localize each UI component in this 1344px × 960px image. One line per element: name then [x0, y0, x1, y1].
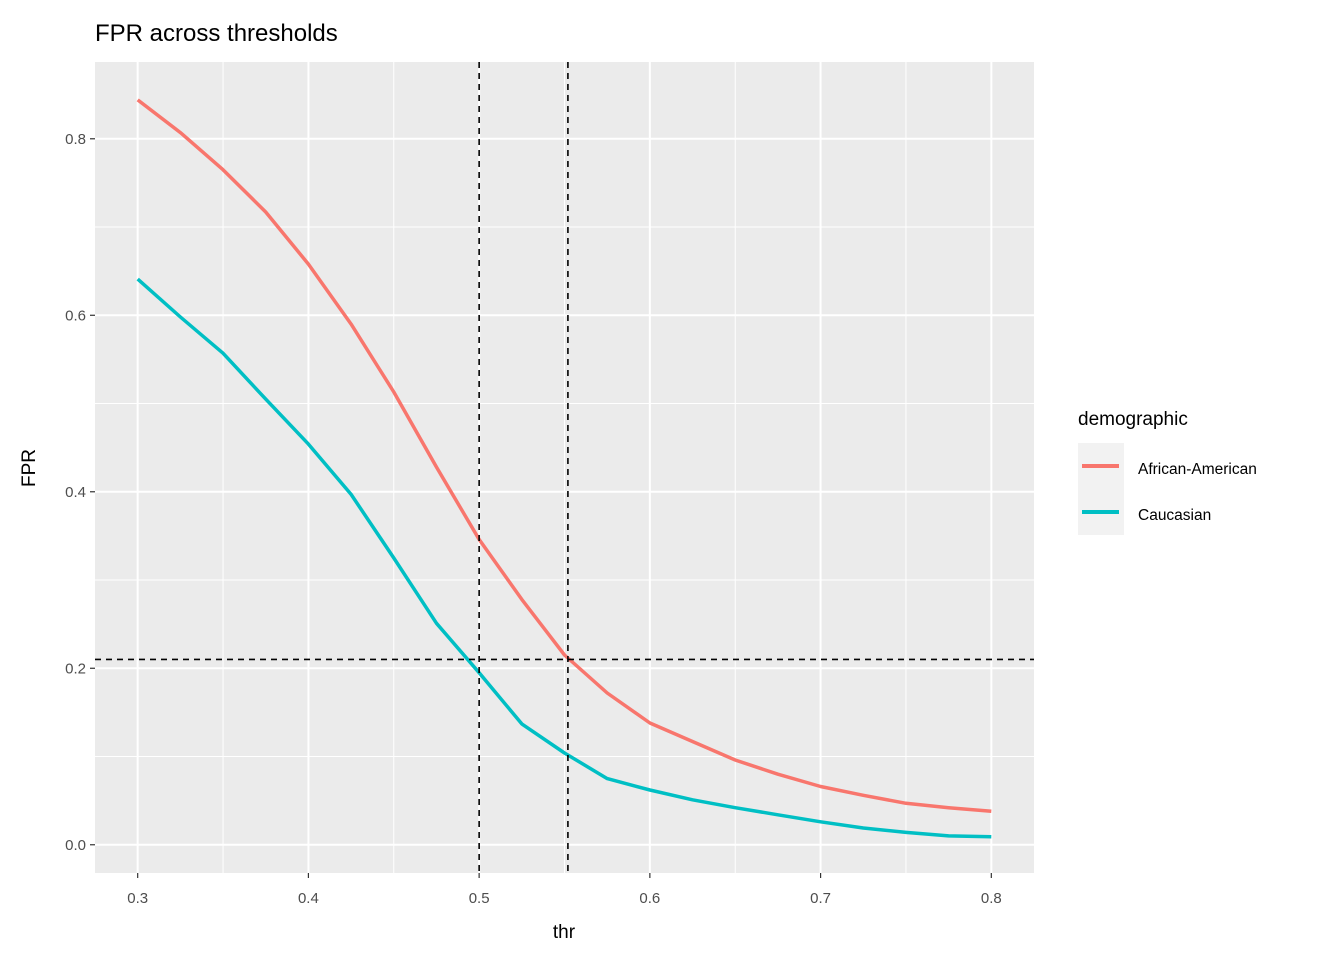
y-tick-label: 0.2 [65, 660, 86, 677]
chart-title: FPR across thresholds [95, 20, 338, 47]
y-axis-title: FPR [19, 449, 40, 487]
y-tick-label: 0.6 [65, 307, 86, 324]
legend-key-bg [1078, 443, 1124, 535]
x-axis-title: thr [553, 922, 576, 943]
legend-label-african-american: African-American [1138, 461, 1257, 478]
x-tick-label: 0.3 [127, 890, 148, 907]
legend-label-caucasian: Caucasian [1138, 507, 1211, 524]
legend: demographic African-American Caucasian [1078, 409, 1257, 535]
x-tick-label: 0.4 [298, 890, 319, 907]
y-tick-label: 0.0 [65, 837, 86, 854]
x-tick-label: 0.8 [981, 890, 1002, 907]
gridlines [95, 62, 1034, 873]
x-tick-label: 0.7 [810, 890, 831, 907]
reference-lines [95, 62, 1034, 873]
series-lines [136, 98, 992, 839]
x-tick-label: 0.6 [639, 890, 660, 907]
series-line-african-american [136, 98, 992, 813]
legend-title: demographic [1078, 409, 1188, 430]
y-tick-label: 0.4 [65, 484, 86, 501]
y-axis-ticks: 0.0 0.2 0.4 0.6 0.8 [65, 131, 95, 854]
x-axis-ticks: 0.3 0.4 0.5 0.6 0.7 0.8 [127, 873, 1002, 907]
y-tick-label: 0.8 [65, 131, 86, 148]
x-tick-label: 0.5 [469, 890, 490, 907]
series-line-caucasian [136, 277, 992, 839]
